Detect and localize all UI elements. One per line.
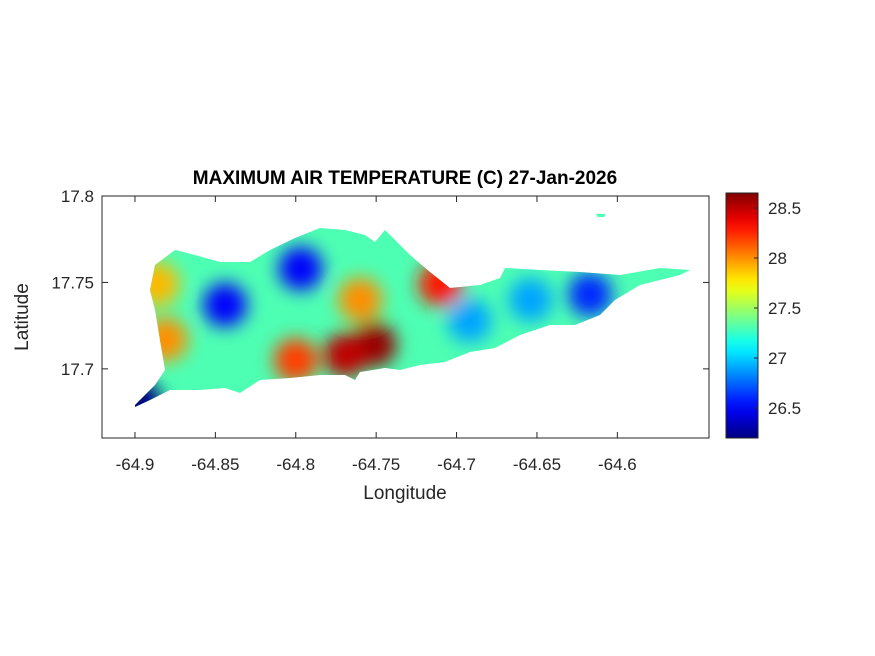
chart-title: MAXIMUM AIR TEMPERATURE (C) 27-Jan-2026 [193, 168, 617, 189]
temperature-spot [278, 246, 323, 291]
y-tick-label: 17.8 [61, 187, 94, 206]
temperature-spot [508, 277, 553, 322]
temperature-spot [447, 298, 492, 343]
x-axis-label: Longitude [363, 483, 446, 504]
temperature-spot [135, 379, 162, 407]
temperature-spot [323, 333, 368, 378]
colorbar-tick-label: 27 [768, 349, 787, 368]
y-axis-label: Latitude [12, 283, 33, 351]
x-tick-label: -64.6 [598, 455, 637, 474]
temperature-spot [568, 272, 613, 317]
temperature-blobs [135, 246, 613, 407]
x-tick-label: -64.9 [116, 455, 155, 474]
x-tick-label: -64.85 [191, 455, 239, 474]
colorbar-tick-label: 26.5 [768, 399, 801, 418]
temperature-spot [203, 282, 248, 327]
colorbar [725, 192, 759, 439]
x-tick-label: -64.7 [437, 455, 476, 474]
colorbar-tick-label: 27.5 [768, 299, 801, 318]
x-tick-label: -64.8 [276, 455, 315, 474]
y-tick-label: 17.7 [61, 360, 94, 379]
temperature-spot [338, 277, 383, 322]
y-tick-label: 17.75 [51, 273, 94, 292]
temperature-spot [273, 338, 318, 383]
colorbar-tick-label: 28.5 [768, 199, 801, 218]
colorbar-tick-label: 28 [768, 249, 787, 268]
x-tick-label: -64.65 [513, 455, 561, 474]
x-tick-label: -64.75 [352, 455, 400, 474]
